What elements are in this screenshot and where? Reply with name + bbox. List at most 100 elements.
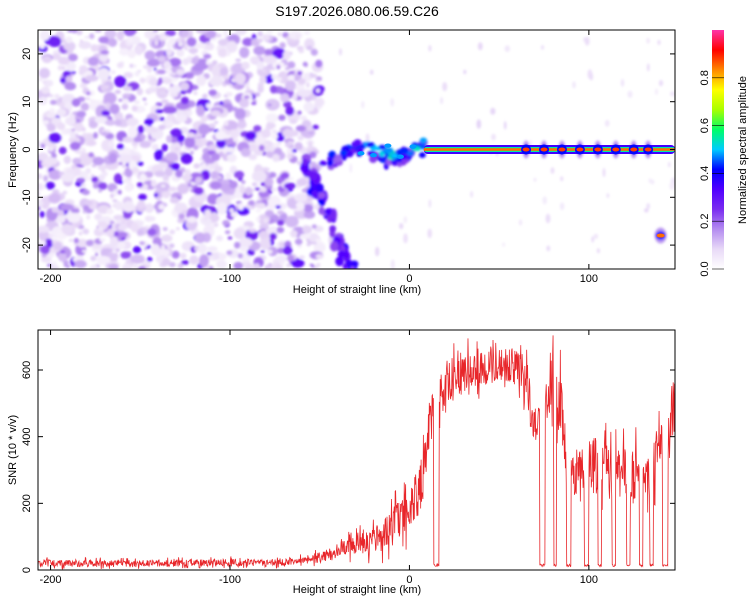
noise-speckle: [216, 175, 223, 180]
noise-speckle: [42, 55, 52, 64]
noise-speckle: [315, 88, 321, 93]
noise-speckle: [206, 246, 218, 252]
noise-speckle: [264, 264, 272, 269]
noise-speckle: [296, 178, 308, 187]
faint-speckle: [602, 167, 606, 178]
noise-speckle: [277, 32, 282, 37]
noise-speckle: [109, 236, 119, 248]
noise-speckle: [56, 122, 66, 130]
noise-speckle: [224, 230, 231, 235]
noise-speckle: [90, 255, 97, 262]
noise-speckle: [264, 210, 274, 217]
noise-speckle: [297, 78, 306, 85]
noise-speckle: [229, 180, 238, 189]
noise-speckle: [135, 45, 143, 56]
noise-speckle: [275, 264, 281, 269]
noise-speckle: [253, 263, 261, 269]
noise-speckle: [282, 50, 291, 61]
noise-speckle: [169, 229, 176, 235]
spectrogram-y-tick-label: -10: [21, 189, 33, 205]
noise-speckle: [137, 125, 145, 134]
noise-speckle: [105, 119, 116, 126]
tone-pulse-core: [522, 147, 530, 152]
faint-speckle: [428, 199, 432, 208]
noise-speckle: [276, 226, 285, 234]
noise-speckle: [180, 90, 187, 95]
noise-speckle: [39, 211, 45, 218]
noise-speckle: [54, 93, 60, 100]
noise-speckle: [196, 75, 207, 87]
noise-speckle: [195, 176, 203, 184]
noise-speckle: [271, 133, 278, 140]
noise-speckle: [136, 229, 144, 237]
noise-speckle: [153, 39, 159, 46]
noise-speckle: [121, 263, 133, 269]
noise-speckle: [179, 252, 187, 260]
noise-speckle: [162, 227, 168, 231]
noise-speckle: [150, 127, 159, 133]
noise-speckle: [95, 252, 99, 257]
noise-speckle: [226, 250, 233, 255]
noise-speckle: [295, 125, 306, 132]
noise-speckle: [117, 224, 128, 231]
faint-speckle: [399, 223, 404, 230]
noise-speckle: [263, 55, 277, 64]
noise-speckle: [49, 94, 54, 98]
noise-speckle: [276, 77, 283, 82]
noise-speckle: [257, 31, 263, 37]
noise-speckle: [78, 171, 89, 179]
noise-speckle: [157, 56, 166, 63]
noise-speckle: [65, 36, 73, 44]
transition-core-spot: [384, 143, 392, 148]
noise-speckle: [38, 206, 41, 211]
noise-speckle: [45, 181, 55, 190]
noise-speckle: [70, 208, 80, 213]
noise-speckle: [137, 161, 144, 166]
faint-speckle: [593, 233, 599, 239]
streak-blob: [301, 158, 309, 166]
noise-speckle: [161, 143, 168, 152]
noise-speckle: [272, 48, 287, 59]
faint-speckle: [490, 107, 496, 115]
noise-speckle: [74, 122, 84, 132]
faint-speckle: [591, 236, 594, 243]
noise-speckle: [248, 200, 255, 206]
noise-speckle: [118, 180, 124, 185]
noise-speckle: [154, 170, 166, 177]
noise-speckle: [116, 30, 125, 41]
noise-speckle: [48, 132, 62, 143]
noise-speckle: [177, 183, 190, 194]
noise-speckle: [131, 105, 138, 112]
noise-speckle: [139, 241, 145, 246]
noise-speckle: [271, 187, 277, 192]
noise-speckle: [214, 222, 219, 227]
noise-speckle: [279, 42, 286, 49]
noise-speckle: [162, 106, 178, 114]
noise-speckle: [135, 136, 141, 141]
noise-speckle: [239, 186, 246, 194]
noise-speckle: [68, 53, 78, 62]
noise-speckle: [257, 38, 263, 43]
noise-speckle: [124, 184, 133, 192]
noise-speckle: [73, 237, 79, 244]
faint-speckle: [559, 202, 565, 211]
faint-speckle: [470, 191, 473, 198]
noise-speckle: [162, 35, 170, 40]
noise-speckle: [82, 228, 90, 235]
noise-speckle: [69, 141, 81, 151]
streak-blob: [315, 183, 324, 193]
noise-speckle: [76, 177, 86, 183]
noise-speckle: [134, 172, 139, 176]
colorbar-tick-label: 0.2: [699, 214, 711, 229]
snr-y-tick-label: 600: [21, 361, 33, 379]
noise-speckle: [51, 207, 60, 213]
noise-speckle: [306, 45, 313, 51]
noise-speckle: [233, 261, 244, 269]
noise-speckle: [186, 147, 191, 151]
noise-speckle: [169, 243, 175, 248]
noise-speckle: [158, 124, 166, 130]
noise-speckle: [150, 138, 154, 143]
noise-speckle: [63, 155, 71, 164]
noise-speckle: [260, 182, 266, 187]
noise-speckle: [52, 53, 61, 61]
